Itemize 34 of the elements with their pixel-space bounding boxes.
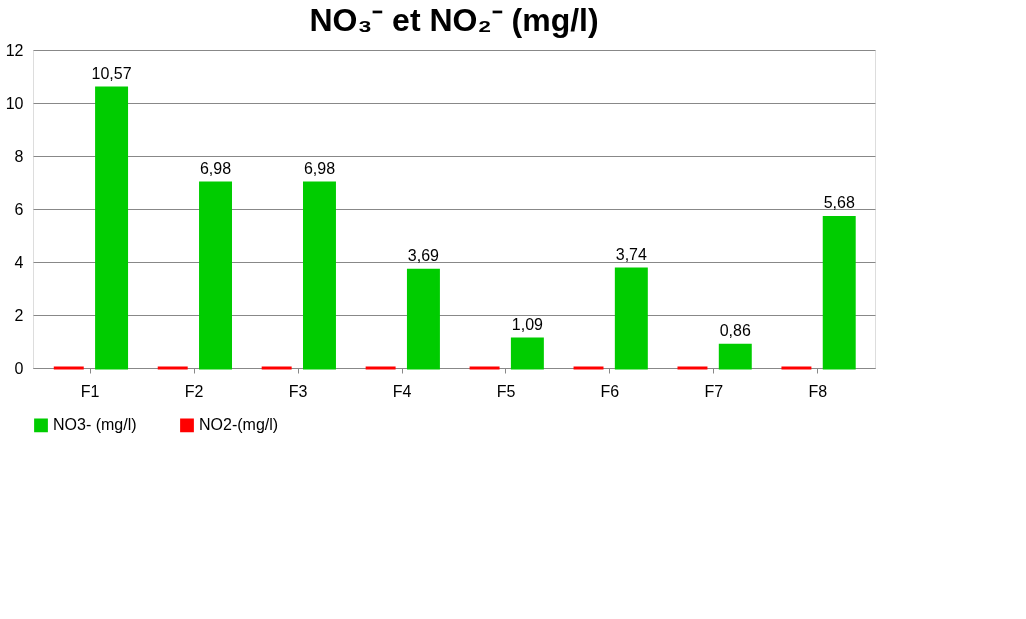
- x-tick-label: F3: [288, 382, 308, 400]
- legend-label: NO2-(mg/l): [199, 416, 279, 434]
- data-label: 5,68: [823, 194, 855, 212]
- y-tick-label: 2: [14, 306, 24, 324]
- x-tick-label: F8: [808, 382, 828, 400]
- y-tick-label: 12: [5, 41, 24, 59]
- x-tick-label: F1: [80, 382, 100, 400]
- data-label: 0,86: [719, 322, 751, 340]
- y-tick-label: 0: [14, 359, 24, 377]
- bar: [510, 337, 544, 370]
- y-tick-label: 10: [5, 94, 24, 112]
- x-tick-label: F5: [496, 382, 516, 400]
- data-label: 10,57: [91, 64, 132, 82]
- bar: [406, 268, 440, 370]
- bar: [95, 86, 129, 370]
- bar: [302, 181, 336, 370]
- y-tick-label: 8: [14, 147, 24, 165]
- data-label: 3,74: [615, 245, 647, 263]
- x-tick-label: F4: [392, 382, 412, 400]
- y-tick-label: 4: [14, 253, 24, 271]
- bar: [718, 343, 752, 370]
- data-label: 1,09: [511, 316, 544, 334]
- bar: [822, 215, 856, 370]
- data-label: 3,69: [407, 247, 440, 265]
- x-tick-label: F7: [704, 382, 724, 400]
- data-label: 6,98: [303, 160, 336, 178]
- bar: [614, 267, 648, 370]
- x-tick-label: F6: [600, 382, 620, 400]
- legend-label: NO3- (mg/l): [53, 416, 137, 434]
- y-tick-label: 6: [14, 200, 24, 218]
- data-label: 6,98: [199, 160, 232, 178]
- x-tick-label: F2: [184, 382, 204, 400]
- chart-title: NO₃⁻ et NO₂⁻ (mg/l): [309, 2, 599, 38]
- bar: [199, 181, 233, 370]
